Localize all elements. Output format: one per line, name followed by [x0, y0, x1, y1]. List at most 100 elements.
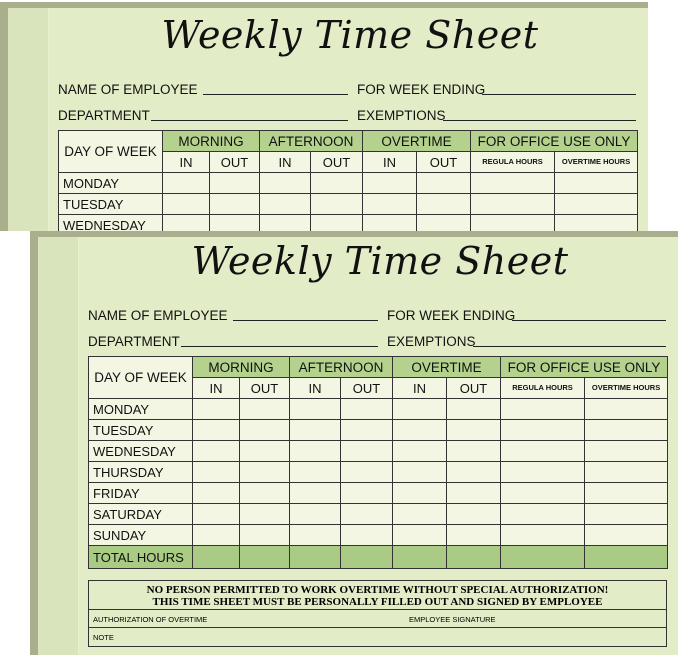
time-entry-cell[interactable] [309, 214, 364, 231]
total-cell[interactable] [239, 545, 290, 569]
time-entry-cell[interactable] [209, 214, 260, 231]
time-entry-cell[interactable] [192, 398, 240, 420]
time-entry-cell[interactable] [446, 524, 502, 546]
time-entry-cell[interactable] [362, 214, 418, 231]
total-cell[interactable] [500, 545, 586, 569]
time-entry-cell[interactable] [584, 482, 669, 504]
time-entry-cell[interactable] [309, 193, 364, 215]
time-entry-cell[interactable] [362, 172, 418, 194]
time-entry-cell[interactable] [289, 461, 341, 483]
total-cell[interactable] [339, 545, 394, 569]
time-entry-cell[interactable] [339, 398, 394, 420]
time-entry-cell[interactable] [162, 214, 210, 231]
time-entry-cell[interactable] [339, 503, 394, 525]
time-entry-cell[interactable] [392, 419, 448, 441]
time-entry-cell[interactable] [416, 172, 472, 194]
time-entry-cell[interactable] [239, 482, 290, 504]
time-entry-cell[interactable] [470, 172, 556, 194]
time-entry-cell[interactable] [192, 524, 240, 546]
time-entry-cell[interactable] [554, 214, 639, 231]
time-entry-cell[interactable] [209, 193, 260, 215]
time-entry-cell[interactable] [446, 440, 502, 462]
name-field[interactable] [203, 94, 348, 95]
time-entry-cell[interactable] [339, 419, 394, 441]
time-entry-cell[interactable] [239, 524, 290, 546]
time-entry-cell[interactable] [339, 461, 394, 483]
time-entry-cell[interactable] [392, 524, 448, 546]
time-entry-cell[interactable] [289, 524, 341, 546]
time-entry-cell[interactable] [289, 482, 341, 504]
total-cell[interactable] [289, 545, 341, 569]
time-entry-cell[interactable] [500, 440, 586, 462]
time-entry-cell[interactable] [584, 524, 669, 546]
time-entry-cell[interactable] [500, 524, 586, 546]
time-entry-cell[interactable] [162, 172, 210, 194]
time-entry-cell[interactable] [446, 419, 502, 441]
name-field[interactable] [233, 320, 378, 321]
pad-binding [38, 237, 79, 655]
exemptions-field[interactable] [443, 120, 636, 121]
time-entry-cell[interactable] [209, 172, 260, 194]
time-entry-cell[interactable] [259, 214, 311, 231]
time-entry-cell[interactable] [392, 503, 448, 525]
time-entry-cell[interactable] [339, 482, 394, 504]
time-entry-cell[interactable] [192, 482, 240, 504]
time-entry-cell[interactable] [259, 193, 311, 215]
time-entry-cell[interactable] [259, 172, 311, 194]
time-entry-cell[interactable] [309, 172, 364, 194]
time-entry-cell[interactable] [192, 461, 240, 483]
time-entry-cell[interactable] [392, 461, 448, 483]
time-entry-cell[interactable] [446, 461, 502, 483]
time-entry-cell[interactable] [289, 398, 341, 420]
time-entry-cell[interactable] [584, 503, 669, 525]
time-entry-cell[interactable] [554, 172, 639, 194]
time-entry-cell[interactable] [239, 440, 290, 462]
time-entry-cell[interactable] [239, 503, 290, 525]
authorization-row[interactable]: AUTHORIZATION OF OVERTIME EMPLOYEE SIGNA… [89, 609, 666, 628]
exemptions-field[interactable] [473, 346, 666, 347]
total-cell[interactable] [584, 545, 669, 569]
time-entry-cell[interactable] [584, 419, 669, 441]
time-entry-cell[interactable] [392, 482, 448, 504]
time-entry-cell[interactable] [289, 503, 341, 525]
time-entry-cell[interactable] [162, 193, 210, 215]
time-entry-cell[interactable] [554, 193, 639, 215]
time-entry-cell[interactable] [470, 193, 556, 215]
time-entry-cell[interactable] [392, 440, 448, 462]
time-entry-cell[interactable] [584, 398, 669, 420]
time-entry-cell[interactable] [470, 214, 556, 231]
time-entry-cell[interactable] [392, 398, 448, 420]
time-entry-cell[interactable] [192, 503, 240, 525]
total-cell[interactable] [392, 545, 448, 569]
time-entry-cell[interactable] [416, 193, 472, 215]
time-entry-cell[interactable] [239, 398, 290, 420]
time-entry-cell[interactable] [500, 419, 586, 441]
time-entry-cell[interactable] [416, 214, 472, 231]
time-entry-cell[interactable] [192, 440, 240, 462]
time-entry-cell[interactable] [446, 503, 502, 525]
time-entry-cell[interactable] [584, 440, 669, 462]
notice-line-1: NO PERSON PERMITTED TO WORK OVERTIME WIT… [146, 584, 609, 596]
time-entry-cell[interactable] [500, 461, 586, 483]
department-field[interactable] [151, 120, 348, 121]
time-entry-cell[interactable] [446, 482, 502, 504]
time-entry-cell[interactable] [289, 440, 341, 462]
week-ending-field[interactable] [482, 94, 636, 95]
note-row[interactable]: NOTE [89, 627, 666, 646]
time-entry-cell[interactable] [500, 503, 586, 525]
time-entry-cell[interactable] [362, 193, 418, 215]
time-entry-cell[interactable] [239, 461, 290, 483]
time-entry-cell[interactable] [192, 419, 240, 441]
time-entry-cell[interactable] [500, 482, 586, 504]
time-entry-cell[interactable] [446, 398, 502, 420]
time-entry-cell[interactable] [239, 419, 290, 441]
time-entry-cell[interactable] [339, 440, 394, 462]
total-cell[interactable] [192, 545, 240, 569]
week-ending-field[interactable] [512, 320, 666, 321]
time-entry-cell[interactable] [339, 524, 394, 546]
time-entry-cell[interactable] [584, 461, 669, 483]
department-field[interactable] [181, 346, 378, 347]
time-entry-cell[interactable] [500, 398, 586, 420]
time-entry-cell[interactable] [289, 419, 341, 441]
total-cell[interactable] [446, 545, 502, 569]
